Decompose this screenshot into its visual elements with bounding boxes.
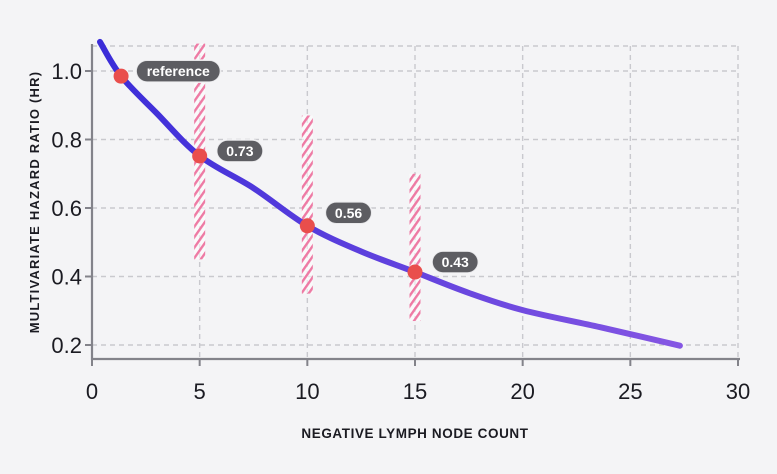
y-axis-title: MULTIVARIATE HAZARD RATIO (HR) xyxy=(27,71,42,334)
y-tick-label: 0.4 xyxy=(51,265,82,290)
confidence-band xyxy=(409,173,421,322)
y-tick-label: 0.6 xyxy=(51,196,82,221)
y-tick-label: 0.2 xyxy=(51,333,82,358)
badge-pill xyxy=(324,201,373,225)
badge-label: 0.56 xyxy=(335,205,362,221)
hazard-curve xyxy=(97,38,683,349)
point-label-badge: 0.73 xyxy=(215,139,264,163)
data-point-dot xyxy=(407,264,423,280)
badge-pill xyxy=(215,139,264,163)
data-point-dot xyxy=(192,148,208,164)
point-label-badge: reference xyxy=(135,59,222,83)
badge-label: 0.43 xyxy=(442,254,469,270)
badge-label: 0.73 xyxy=(226,143,253,159)
x-tick-label: 20 xyxy=(510,379,534,404)
x-tick-label: 25 xyxy=(618,379,642,404)
data-points xyxy=(113,68,423,280)
confidence-band xyxy=(301,115,313,294)
data-point-dot xyxy=(299,218,315,234)
badge-pill xyxy=(431,250,480,274)
badge-label: reference xyxy=(147,63,210,79)
x-tick-label: 15 xyxy=(403,379,427,404)
x-tick-label: 5 xyxy=(194,379,206,404)
point-label-badge: 0.43 xyxy=(431,250,480,274)
y-tick-label: 1.0 xyxy=(51,59,82,84)
point-label-badge: 0.56 xyxy=(324,201,373,225)
badge-pill xyxy=(135,59,222,83)
tick-labels: 0.2 0.4 0.6 0.8 1.0 0 5 10 15 20 25 30 xyxy=(51,59,750,404)
axes xyxy=(85,44,740,366)
x-tick-label: 0 xyxy=(86,379,98,404)
data-point-dot xyxy=(113,68,129,84)
point-labels: reference 0.73 0.56 0.43 xyxy=(135,59,480,274)
x-tick-label: 30 xyxy=(726,379,750,404)
y-tick-label: 0.8 xyxy=(51,128,82,153)
x-axis-title: NEGATIVE LYMPH NODE COUNT xyxy=(301,426,528,441)
hazard-ratio-curve xyxy=(97,38,683,349)
x-tick-label: 10 xyxy=(295,379,319,404)
